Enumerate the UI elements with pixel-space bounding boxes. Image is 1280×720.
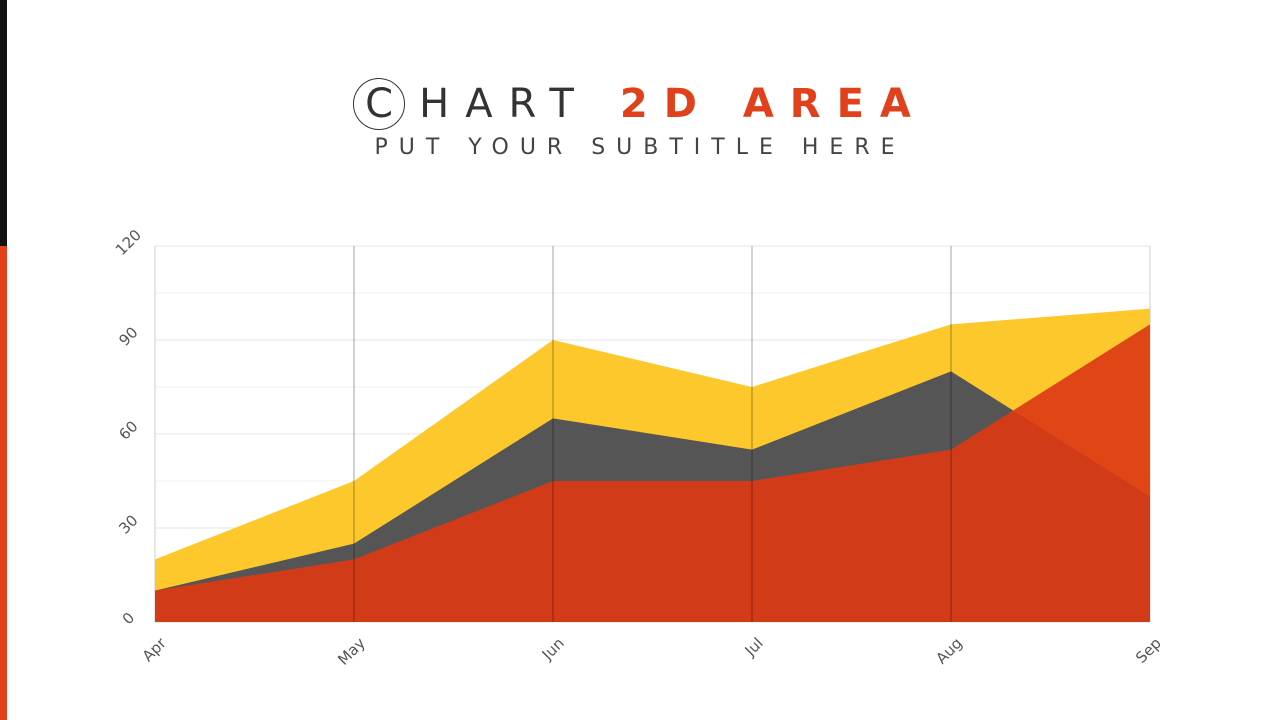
x-tick-label: Apr [139,634,171,666]
x-tick-label: May [334,634,369,669]
title-highlight: 2D AREA [619,81,927,127]
x-tick-label: Aug [932,634,965,667]
subtitle: PUT YOUR SUBTITLE HERE [374,135,906,160]
y-tick-label: 120 [112,226,145,259]
title-rest: HART [419,81,590,127]
y-tick-label: 90 [115,323,141,349]
y-tick-label: 60 [115,417,141,443]
x-tick-label: Jun [538,634,568,664]
y-tick-label: 0 [119,609,138,628]
side-bar-dark [0,0,7,246]
area [155,324,1150,622]
title: C HART 2D AREA [0,78,1280,130]
title-initial: C [353,78,406,130]
x-tick-label: Sep [1132,634,1165,667]
side-bar-accent [0,246,7,720]
y-tick-label: 30 [115,511,141,537]
title-main: C HART [353,78,590,130]
x-tick-label: Jul [741,634,767,660]
